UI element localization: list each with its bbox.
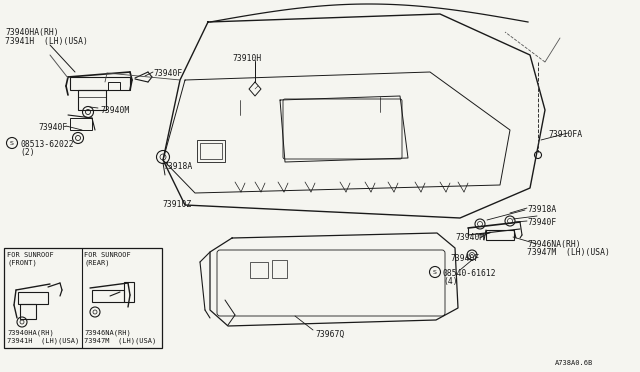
Text: 73910Z: 73910Z: [162, 200, 191, 209]
Text: (REAR): (REAR): [84, 259, 109, 266]
Bar: [124, 282, 134, 302]
Text: 73940F: 73940F: [38, 123, 67, 132]
Text: 73940HA(RH): 73940HA(RH): [7, 330, 54, 337]
Text: 08513-62022: 08513-62022: [20, 140, 74, 149]
Text: A738A0.6B: A738A0.6B: [555, 360, 593, 366]
Text: (FRONT): (FRONT): [7, 259, 36, 266]
Bar: [70, 77, 130, 90]
Bar: [78, 90, 106, 110]
Bar: [250, 262, 268, 278]
Bar: [4, 248, 162, 348]
Text: 73947M  (LH)(USA): 73947M (LH)(USA): [527, 248, 610, 257]
Bar: [197, 140, 225, 162]
Bar: [20, 304, 36, 319]
Text: S: S: [10, 141, 14, 145]
Text: FOR SUNROOF: FOR SUNROOF: [7, 252, 54, 258]
Text: 73918A: 73918A: [163, 162, 192, 171]
Text: 08540-61612: 08540-61612: [443, 269, 497, 278]
Bar: [200, 143, 222, 159]
Text: 73910FA: 73910FA: [548, 130, 582, 139]
Text: 73947M  (LH)(USA): 73947M (LH)(USA): [84, 337, 156, 343]
Text: 73967Q: 73967Q: [315, 330, 344, 339]
Text: 73940HA(RH): 73940HA(RH): [5, 28, 59, 37]
Bar: [108, 82, 120, 90]
Text: 73918A: 73918A: [527, 205, 556, 214]
Text: 73941H  (LH)(USA): 73941H (LH)(USA): [5, 37, 88, 46]
Bar: [92, 290, 124, 302]
Text: 73940F: 73940F: [527, 218, 556, 227]
Text: 73940F: 73940F: [450, 254, 479, 263]
Bar: [18, 292, 48, 304]
Text: 73946NA(RH): 73946NA(RH): [527, 240, 580, 249]
Text: FOR SUNROOF: FOR SUNROOF: [84, 252, 131, 258]
Text: S: S: [433, 269, 437, 275]
Bar: [486, 230, 514, 240]
Text: (2): (2): [20, 148, 35, 157]
Bar: [272, 260, 287, 278]
Text: (4): (4): [443, 277, 458, 286]
Text: 73946NA(RH): 73946NA(RH): [84, 330, 131, 337]
Text: 73940F: 73940F: [153, 69, 182, 78]
Text: 73940M: 73940M: [455, 233, 484, 242]
Text: 73910H: 73910H: [232, 54, 261, 63]
Text: 73940M: 73940M: [100, 106, 129, 115]
Bar: [70, 118, 92, 130]
Text: 73941H  (LH)(USA): 73941H (LH)(USA): [7, 337, 79, 343]
